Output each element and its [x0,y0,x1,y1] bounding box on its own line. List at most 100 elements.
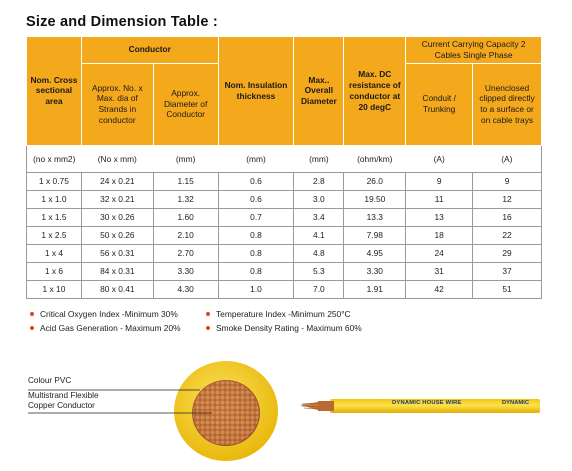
table-cell: 1 x 10 [26,280,82,299]
table-cell: 1 x 2.5 [26,226,82,245]
table-cell: 80 x 0.41 [80,280,154,299]
table-cell: 4.1 [293,226,344,245]
table-cell: 13.3 [343,208,406,227]
header-diameter: Approx. Diameter of Conductor [152,62,219,146]
table-row: 1 x 6 84 x 0.31 3.30 0.8 5.3 3.30 31 37 [26,262,542,281]
table-cell: 4.95 [343,244,406,263]
table-cell: 1.32 [152,190,219,209]
bullet-icon [206,312,210,316]
header-conductor: Conductor [80,36,219,64]
table-cell: 3.4 [293,208,344,227]
label-conductor-line: Multistrand Flexible [28,391,99,400]
bullet-icon [206,326,210,330]
wire-print-brand: DYNAMIC HOUSE WIRE [392,400,462,406]
table-cell: 1 x 1.0 [26,190,82,209]
feature-item: Critical Oxygen Index -Minimum 30% [30,307,206,321]
table-cell: 26.0 [343,172,406,191]
table-cell: 1.15 [152,172,219,191]
table-cell: 5.3 [293,262,344,281]
feature-item: Smoke Density Rating - Maximum 60% [206,321,362,335]
table-cell: 9 [405,172,473,191]
units-cell: (A) [472,145,542,173]
table-cell: 11 [405,190,473,209]
table-row: 1 x 4 56 x 0.31 2.70 0.8 4.8 4.95 24 29 [26,244,542,263]
table-cell: 24 [405,244,473,263]
bullet-icon [30,312,34,316]
header-resistance: Max. DC resistance of conductor at 20 de… [343,36,407,146]
header-strands: Approx. No. x Max. dia of Strands in con… [80,62,154,146]
header-capacity: Current Carrying Capacity 2 Cables Singl… [405,36,542,64]
units-cell: (no x mm2) [26,145,82,173]
table-row: 1 x 1.5 30 x 0.26 1.60 0.7 3.4 13.3 13 1… [26,208,542,227]
size-dimension-table: Nom. Cross sectional area Conductor Nom.… [26,36,542,299]
table-cell: 12 [472,190,542,209]
table-cell: 0.8 [217,244,294,263]
units-cell: (No x mm) [81,145,154,173]
table-cell: 2.70 [152,244,219,263]
table-cell: 1 x 1.5 [26,208,82,227]
table-cell: 3.30 [343,262,406,281]
table-cell: 7.0 [293,280,344,299]
units-cell: (mm) [153,145,219,173]
feature-text: Critical Oxygen Index -Minimum 30% [40,309,178,319]
table-cell: 19.50 [343,190,406,209]
table-cell: 31 [405,262,473,281]
cable-illustration [28,361,540,461]
table-cell: 29 [472,244,542,263]
table-row: 1 x 2.5 50 x 0.26 2.10 0.8 4.1 7.98 18 2… [26,226,542,245]
table-cell: 4.30 [152,280,219,299]
cable-diagram: Colour PVC Multistrand Flexible Copper C… [0,345,572,471]
header-overall-diameter: Max.. Overall Diameter [293,36,345,146]
table-cell: 3.0 [293,190,344,209]
table-row: 1 x 0.75 24 x 0.21 1.15 0.6 2.8 26.0 9 9 [26,172,542,191]
header-nom-cross: Nom. Cross sectional area [26,36,82,146]
units-cell: (mm) [293,145,344,173]
feature-list: Critical Oxygen Index -Minimum 30% Tempe… [30,307,362,335]
units-cell: (ohm/km) [343,145,406,173]
table-cell: 18 [405,226,473,245]
feature-text: Acid Gas Generation - Maximum 20% [40,323,181,333]
table-cell: 1.60 [152,208,219,227]
table-cell: 9 [472,172,542,191]
wire-print-short: DYNAMIC [502,400,530,406]
table-cell: 37 [472,262,542,281]
table-cell: 0.7 [217,208,294,227]
wire-insulation [330,399,540,413]
table-cell: 1 x 4 [26,244,82,263]
table-cell: 51 [472,280,542,299]
feature-text: Smoke Density Rating - Maximum 60% [216,323,362,333]
feature-item: Temperature Index -Minimum 250°C [206,307,351,321]
table-cell: 22 [472,226,542,245]
label-conductor: Multistrand Flexible Copper Conductor [28,391,99,412]
table-cell: 24 x 0.21 [80,172,154,191]
table-row: 1 x 10 80 x 0.41 4.30 1.0 7.0 1.91 42 51 [26,280,542,299]
table-cell: 84 x 0.31 [80,262,154,281]
table-row: 1 x 1.0 32 x 0.21 1.32 0.6 3.0 19.50 11 … [26,190,542,209]
feature-text: Temperature Index -Minimum 250°C [216,309,351,319]
units-row: (no x mm2) (No x mm) (mm) (mm) (mm) (ohm… [26,145,542,173]
feature-item: Acid Gas Generation - Maximum 20% [30,321,206,335]
table-cell: 32 x 0.21 [80,190,154,209]
header-conduit: Conduit / Trunking [405,62,474,146]
label-colour-pvc: Colour PVC [28,376,72,385]
table-cell: 0.6 [217,190,294,209]
table-cell: 16 [472,208,542,227]
bullet-icon [30,326,34,330]
table-cell: 56 x 0.31 [80,244,154,263]
header-unenclosed: Unenclosed clipped directly to a surface… [472,62,542,146]
table-cell: 4.8 [293,244,344,263]
table-cell: 1 x 0.75 [26,172,82,191]
table-cell: 50 x 0.26 [80,226,154,245]
table-cell: 3.30 [152,262,219,281]
page-title: Size and Dimension Table : [26,14,218,30]
table-cell: 0.8 [217,226,294,245]
table-cell: 30 x 0.26 [80,208,154,227]
units-cell: (A) [405,145,473,173]
table-cell: 0.6 [217,172,294,191]
table-cell: 1.91 [343,280,406,299]
table-cell: 1 x 6 [26,262,82,281]
label-conductor-line: Copper Conductor [28,401,95,411]
table-cell: 1.0 [217,280,294,299]
units-cell: (mm) [218,145,294,173]
table-cell: 2.8 [293,172,344,191]
